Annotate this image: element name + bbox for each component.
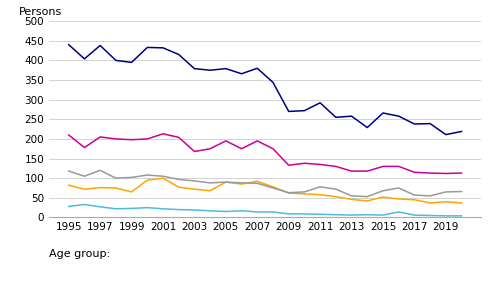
Text: Age group:: Age group: [49, 249, 110, 259]
Text: Persons: Persons [19, 7, 62, 17]
